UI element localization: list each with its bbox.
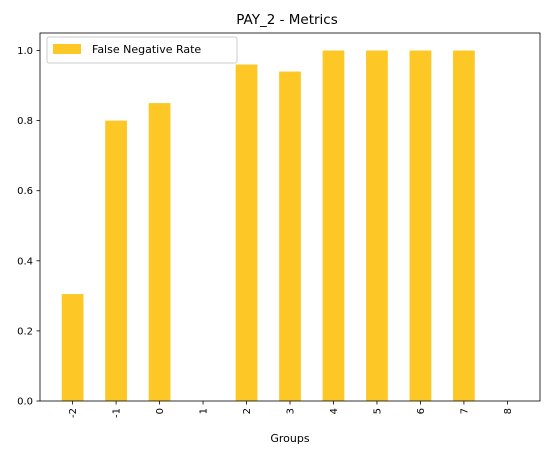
bar--1[interactable]	[105, 120, 127, 401]
bar--2[interactable]	[61, 294, 84, 401]
x-tick-label: -1	[112, 408, 123, 418]
bar-0[interactable]	[148, 103, 171, 401]
x-tick-label: 5	[372, 408, 383, 414]
x-tick-label: 2	[242, 408, 253, 414]
bar-6[interactable]	[409, 50, 432, 402]
bar-5[interactable]	[366, 50, 388, 402]
y-tick-label: 0.2	[17, 326, 33, 337]
x-tick-label: 6	[416, 408, 427, 414]
x-tick-label: 7	[459, 408, 470, 414]
plot-frame	[39, 32, 541, 402]
bar-2[interactable]	[235, 64, 258, 402]
bar-7[interactable]	[453, 50, 475, 402]
x-tick-label: 0	[155, 408, 166, 414]
x-tick-label: 8	[503, 408, 514, 414]
y-tick-label: 1.0	[17, 46, 33, 57]
x-axis: -2 -1 0 1 2 3 4 5 6 7 8	[68, 401, 514, 418]
x-axis-title: Groups	[270, 432, 309, 445]
y-tick-label: 0.0	[17, 397, 33, 408]
bar-4[interactable]	[322, 50, 345, 402]
x-tick-label: 1	[199, 408, 210, 414]
bar-3[interactable]	[279, 71, 301, 402]
y-tick-label: 0.8	[17, 116, 33, 127]
chart-title: PAY_2 - Metrics	[236, 12, 338, 28]
x-tick-label: 3	[286, 408, 297, 414]
bars-group	[61, 50, 475, 402]
x-tick-label: 4	[329, 408, 340, 414]
y-tick-label: 0.6	[17, 186, 33, 197]
legend[interactable]: False Negative Rate	[46, 36, 238, 64]
legend-box	[46, 36, 238, 64]
y-tick-label: 0.4	[17, 256, 33, 267]
y-axis: 0.0 0.2 0.4 0.6 0.8 1.0	[17, 46, 40, 408]
x-tick-label: -2	[68, 408, 79, 418]
legend-swatch	[53, 44, 81, 54]
legend-label: False Negative Rate	[92, 43, 201, 56]
